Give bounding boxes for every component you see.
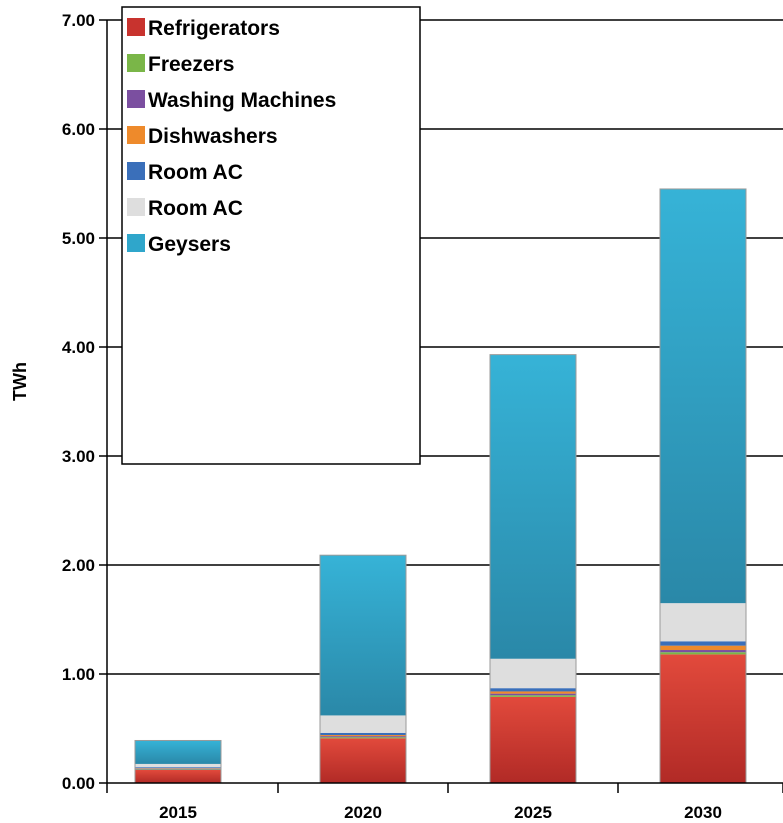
axes: 0.00 1.00 2.00 3.00 4.00 5.00 6.00 7.00 2015 2020… — [10, 11, 783, 822]
legend-label: Washing Machines — [148, 89, 336, 112]
legend-label: Room AC — [148, 197, 243, 220]
legend-swatch — [127, 234, 145, 252]
x-tick-label: 2025 — [514, 803, 552, 822]
y-axis-title: TWh — [10, 362, 30, 401]
bar-segment-freezers-2020 — [320, 737, 406, 739]
legend-label: Refrigerators — [148, 17, 280, 40]
bar-segment-washing-machines-2015 — [135, 768, 221, 770]
legend-label: Freezers — [148, 53, 234, 76]
bar-segment-refrigerators-2015 — [135, 769, 221, 783]
y-tick-label: 5.00 — [62, 229, 95, 248]
bar-segment-room-ac-2030 — [660, 603, 746, 642]
bar-segment-room-ac-2030 — [660, 641, 746, 646]
y-tick-label: 1.00 — [62, 665, 95, 684]
bars — [134, 188, 747, 784]
legend: Refrigerators Freezers Washing Machines Dis… — [121, 6, 421, 465]
bar-segment-dishwashers-2025 — [490, 691, 576, 694]
bar-segment-freezers-2025 — [490, 695, 576, 697]
legend-swatch — [127, 18, 145, 36]
bar-segment-refrigerators-2030 — [660, 654, 746, 783]
bar-segment-dishwashers-2015 — [135, 768, 221, 769]
bar-segment-room-ac-2025 — [490, 688, 576, 692]
bar-segment-washing-machines-2020 — [320, 736, 406, 738]
y-tick-label: 2.00 — [62, 556, 95, 575]
bar-segment-washing-machines-2030 — [660, 650, 746, 653]
bar-segment-refrigerators-2020 — [320, 738, 406, 783]
bar-segment-freezers-2015 — [135, 769, 221, 770]
legend-swatch — [127, 126, 145, 144]
legend-swatch — [127, 198, 145, 216]
bar-segment-washing-machines-2025 — [490, 693, 576, 696]
bar-segment-room-ac-2015 — [135, 763, 221, 768]
bar-segment-refrigerators-2025 — [490, 696, 576, 783]
y-tick-label: 4.00 — [62, 338, 95, 357]
bar-segment-dishwashers-2020 — [320, 735, 406, 737]
legend-box — [121, 6, 421, 465]
bar-segment-freezers-2030 — [660, 652, 746, 655]
x-tick-label: 2020 — [344, 803, 382, 822]
bar-segment-room-ac-2015 — [135, 767, 221, 769]
legend-label: Geysers — [148, 233, 231, 256]
legend-label: Room AC — [148, 161, 243, 184]
bar-segment-room-ac-2025 — [490, 658, 576, 689]
bar-segment-dishwashers-2030 — [660, 645, 746, 651]
bar-segment-geysers-2015 — [135, 740, 221, 764]
x-tick-label: 2030 — [684, 803, 722, 822]
y-tick-label: 7.00 — [62, 11, 95, 30]
bar-segment-geysers-2025 — [490, 354, 576, 659]
legend-swatch — [127, 162, 145, 180]
y-tick-label: 0.00 — [62, 774, 95, 793]
bar-segment-room-ac-2020 — [320, 732, 406, 736]
x-tick-label: 2015 — [159, 803, 197, 822]
y-tick-label: 3.00 — [62, 447, 95, 466]
bar-segment-room-ac-2020 — [320, 715, 406, 733]
bar-segment-geysers-2020 — [320, 555, 406, 716]
legend-swatch — [127, 54, 145, 72]
y-tick-label: 6.00 — [62, 120, 95, 139]
legend-swatch — [127, 90, 145, 108]
legend-label: Dishwashers — [148, 125, 278, 148]
bar-segment-geysers-2030 — [660, 188, 746, 604]
